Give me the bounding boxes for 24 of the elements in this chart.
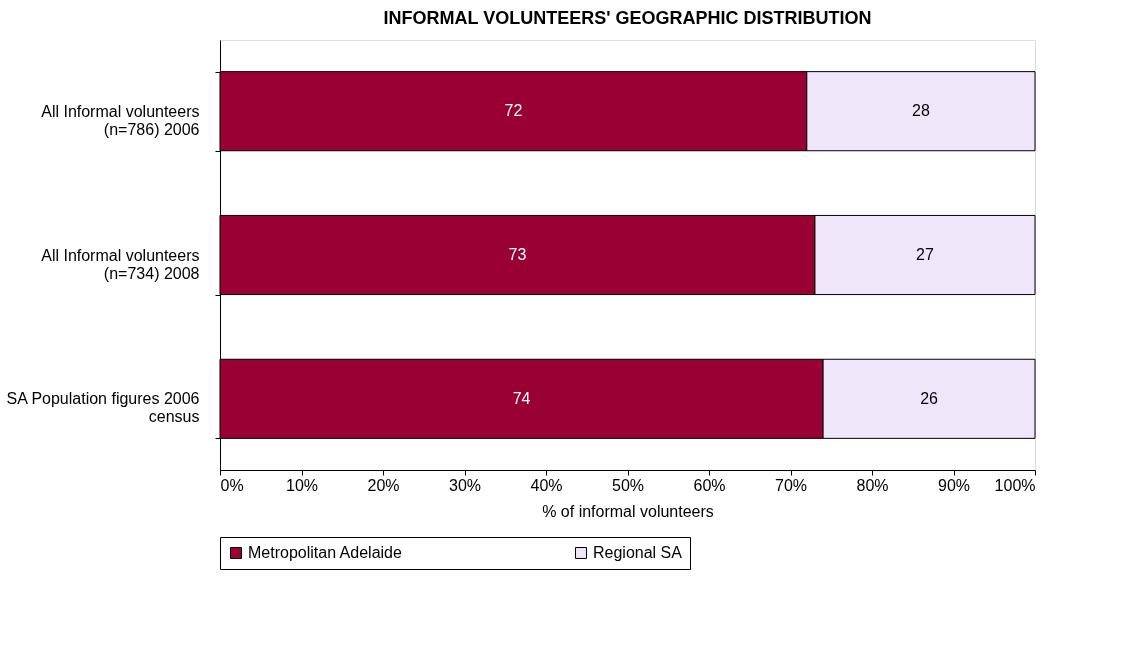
x-tick-label: 40%: [530, 476, 563, 494]
data-label: 28: [912, 102, 930, 120]
x-tick-label: 20%: [367, 476, 400, 494]
x-tick-label: 10%: [285, 476, 319, 494]
data-label: 74: [512, 389, 531, 407]
x-tick-label: 60%: [693, 476, 726, 494]
legend-label: Regional SA: [593, 544, 683, 561]
data-label: 73: [508, 246, 527, 263]
x-tick-label: 90%: [937, 476, 971, 494]
y-tick-label: SA Population figures 2006 census: [6, 390, 200, 426]
y-tick-label: All Informal volunteers (n=786) 2006: [41, 102, 200, 138]
data-label: 27: [916, 246, 934, 263]
x-tick-label: 30%: [448, 476, 482, 494]
x-tick-label: 0%: [220, 476, 244, 494]
x-tick-label: 70%: [774, 476, 808, 494]
data-label: 26: [920, 389, 939, 407]
data-label: 72: [504, 102, 523, 120]
x-tick-label: 80%: [856, 476, 889, 494]
x-tick-label: 100%: [994, 476, 1036, 494]
legend-label: Metropolitan Adelaide: [248, 544, 402, 561]
x-tick-label: 50%: [611, 476, 645, 494]
y-tick-label: All Informal volunteers (n=734) 2008: [41, 246, 200, 282]
x-axis-title: % of informal volunteers: [542, 502, 714, 520]
chart-title: INFORMAL VOLUNTEERS' GEOGRAPHIC DISTRIBUTION: [383, 8, 872, 28]
